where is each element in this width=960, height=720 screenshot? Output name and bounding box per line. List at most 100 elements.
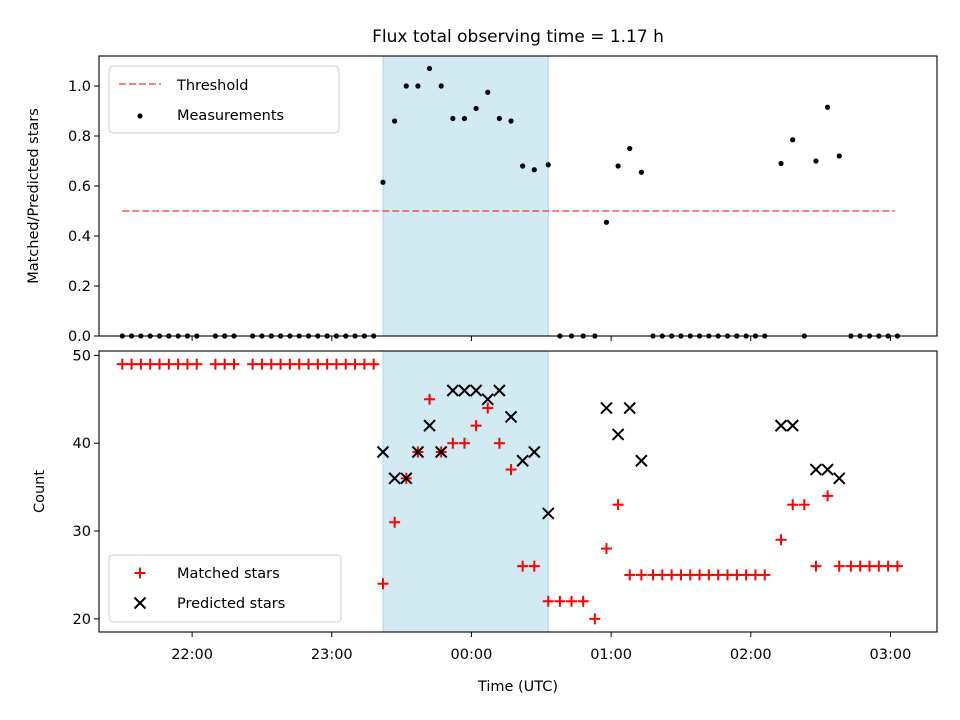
legend-matched-swatch <box>134 567 146 579</box>
matched-star-point <box>293 358 305 370</box>
predicted-star-point <box>481 393 494 406</box>
top-y-axis-label: Matched/Predicted stars <box>26 108 42 284</box>
predicted-star-point <box>623 401 636 415</box>
matched-star-point <box>368 358 380 370</box>
matched-star-point <box>135 358 147 370</box>
matched-star-point <box>191 358 203 370</box>
predicted-star-point <box>611 428 625 441</box>
legend-x <box>133 596 147 610</box>
matched-star-point <box>703 569 715 581</box>
measurement-point <box>545 162 551 168</box>
x-marker-b <box>469 384 483 397</box>
matched-star-point <box>845 560 857 572</box>
y-tick-label: 40 <box>73 436 91 452</box>
bottom-legend-box <box>108 554 342 623</box>
x-axis-label: Time (UTC) <box>477 679 558 695</box>
predicted-star-point <box>493 384 506 397</box>
matched-star-point <box>749 569 761 581</box>
matched-star-point <box>740 569 752 581</box>
x-marker-b <box>376 445 390 459</box>
predicted-star-point <box>786 419 799 432</box>
matched-star-point <box>265 358 277 370</box>
measurement-point <box>438 83 444 89</box>
matched-star-point <box>528 560 540 572</box>
matched-star-point <box>775 534 787 546</box>
measurement-point <box>380 179 386 185</box>
x-marker-b <box>821 463 834 476</box>
x-tick-label: 01:00 <box>590 647 632 663</box>
measurement-point <box>392 118 398 124</box>
x-marker-b <box>542 507 555 520</box>
measurement-point <box>790 137 796 143</box>
x-marker-b <box>388 472 401 485</box>
measurement-point <box>426 65 433 72</box>
matched-star-point <box>566 595 578 607</box>
legend-plus <box>134 567 146 579</box>
predicted-star-point <box>821 463 834 476</box>
matched-star-point <box>600 543 612 555</box>
matched-star-point <box>163 358 175 370</box>
y-tick-label: 0.0 <box>68 329 91 345</box>
predicted-star-point <box>528 445 541 459</box>
measurement-point <box>496 115 502 122</box>
predicted-star-point <box>635 454 648 467</box>
matched-star-point <box>798 499 810 511</box>
x-marker-b <box>446 384 460 397</box>
x-marker-b <box>611 428 625 441</box>
bottom-y-ticks: 20 30 40 50 <box>73 348 99 628</box>
x-marker-b <box>516 454 529 467</box>
matched-star-point <box>275 358 287 370</box>
matched-star-point <box>303 358 314 370</box>
bottom-legend: Matched stars Predicted stars <box>108 554 342 623</box>
measurement-point <box>824 104 831 110</box>
y-tick-label: 0.4 <box>68 229 91 245</box>
measurement-point <box>485 89 491 95</box>
x-tick-label: 02:00 <box>730 647 772 663</box>
predicted-star-point <box>376 445 390 459</box>
matched-star-point <box>612 499 624 511</box>
matched-star-point <box>358 358 370 370</box>
predicted-star-point <box>434 445 448 459</box>
matched-star-point <box>284 358 296 370</box>
measurement-point <box>508 118 514 124</box>
matched-star-point <box>833 560 845 572</box>
predicted-star-point <box>833 472 846 485</box>
legend-predicted-label: Predicted stars <box>177 596 285 612</box>
legend-threshold-label: Threshold <box>176 78 248 94</box>
y-tick-label: 0.2 <box>68 279 91 295</box>
predicted-star-point <box>458 384 471 397</box>
predicted-star-point <box>516 454 529 467</box>
matched-star-point <box>542 595 554 607</box>
matched-star-point <box>505 464 517 476</box>
top-axes-frame <box>98 55 938 337</box>
y-tick-label: 0.8 <box>68 129 91 145</box>
legend-predicted-swatch <box>133 596 147 610</box>
matched-star-point <box>873 560 885 572</box>
x-marker-b <box>434 445 448 459</box>
matched-star-point <box>116 358 128 370</box>
predicted-star-point <box>469 384 483 397</box>
matched-star-point <box>759 569 771 581</box>
matched-star-point <box>517 560 529 572</box>
matched-star-point <box>172 358 184 370</box>
matched-star-point <box>554 595 566 607</box>
bottom-y-axis-label: Count <box>32 470 48 513</box>
measurement-point <box>603 219 610 225</box>
top-legend-box <box>108 65 340 134</box>
measurement-point <box>813 158 819 164</box>
matched-star-point <box>256 358 268 370</box>
x-marker-b <box>458 384 471 397</box>
matched-star-point <box>722 569 733 581</box>
x-marker-b <box>481 393 494 406</box>
x-marker-b <box>133 596 147 610</box>
measurement-point <box>531 167 537 173</box>
predicted-star-point <box>411 445 425 459</box>
x-tick-label: 00:00 <box>451 647 493 663</box>
predicted-star-point <box>809 463 823 476</box>
predicted-star-point <box>542 507 555 520</box>
y-tick-label: 30 <box>73 524 91 540</box>
x-marker-b <box>493 384 506 397</box>
matched-star-point <box>330 358 342 370</box>
matched-star-point <box>126 358 138 370</box>
